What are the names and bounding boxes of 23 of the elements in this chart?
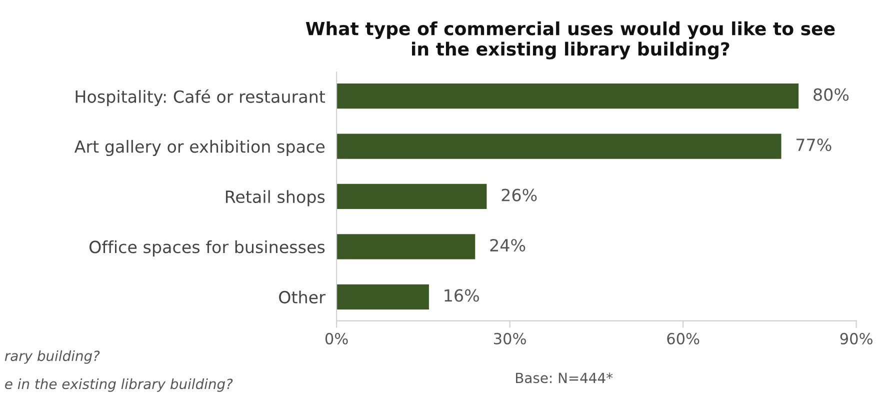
data-label: 77% <box>796 138 832 152</box>
bar <box>336 83 799 109</box>
y-tick-label: Other <box>279 290 326 304</box>
text: e in the existing library building? <box>5 378 233 392</box>
data-label: 80% <box>814 88 849 101</box>
text: rary building? <box>4 350 100 364</box>
x-tick-label: 90% <box>840 332 872 344</box>
y-tick-label: Retail shops <box>226 190 325 206</box>
data-label: 26% <box>502 188 537 202</box>
chart-title: What type of commercial uses would you like to see in the existing library building? <box>306 21 835 60</box>
bar <box>336 184 487 210</box>
bar <box>336 234 476 260</box>
data-label: 16% <box>444 289 479 302</box>
x-tick-label: 30% <box>494 332 526 344</box>
y-tick-label: Art gallery or exhibition space <box>74 140 325 156</box>
y-tick-label: Hospitality: Café or restaurant <box>76 89 326 106</box>
bar <box>336 284 429 310</box>
bar <box>336 134 782 159</box>
data-label: 24% <box>490 238 526 252</box>
x-tick-label: 60% <box>667 332 700 344</box>
x-tick-label: 0% <box>325 332 348 344</box>
y-tick-label: Office spaces for businesses <box>90 240 325 257</box>
text: Base: N=444* <box>516 372 613 384</box>
